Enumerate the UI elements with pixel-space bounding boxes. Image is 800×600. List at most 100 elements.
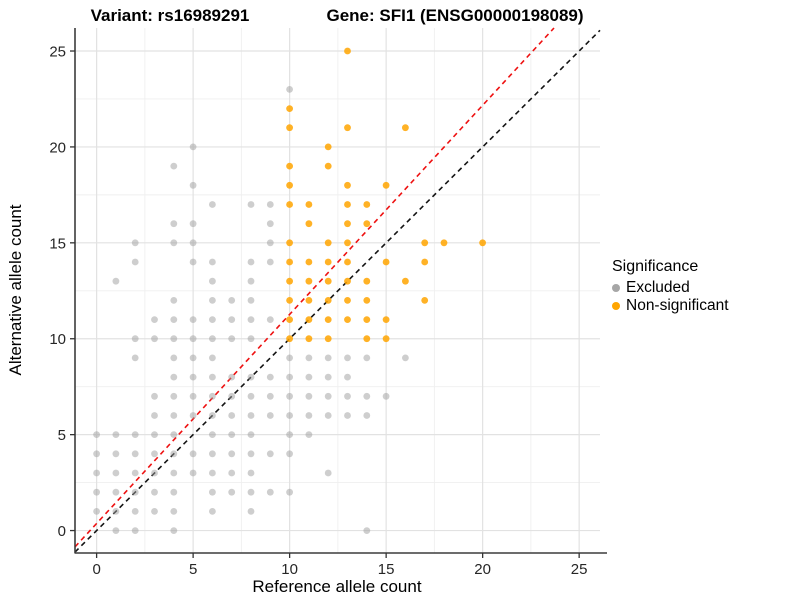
axes: 0 5 10 15 20 25 0 5 10 15 20 25 [49, 28, 607, 578]
data-point [440, 239, 448, 247]
data-point [189, 469, 197, 477]
data-point [209, 201, 216, 208]
data-point [170, 316, 178, 323]
data-point [247, 201, 255, 208]
data-point [286, 162, 293, 170]
data-point [209, 373, 216, 381]
data-point [266, 373, 274, 381]
data-point [112, 488, 120, 496]
data-point [305, 316, 313, 323]
data-point [93, 508, 100, 515]
data-point [151, 469, 158, 477]
data-point [247, 335, 255, 343]
data-point [402, 124, 409, 132]
data-point [286, 335, 293, 343]
y-tick-label: 10 [49, 331, 66, 348]
data-point [344, 181, 351, 189]
data-point [170, 220, 178, 228]
data-point [189, 392, 197, 400]
data-point [189, 143, 197, 151]
data-point [266, 239, 274, 247]
data-point [266, 412, 274, 419]
data-point [228, 392, 236, 400]
data-point [247, 373, 255, 381]
data-point [324, 335, 332, 343]
data-point [247, 412, 255, 419]
data-point [324, 469, 332, 477]
data-point [247, 258, 255, 266]
data-point [305, 354, 313, 362]
data-point [228, 469, 236, 477]
data-point [93, 431, 100, 438]
data-point [286, 124, 293, 132]
data-point [170, 239, 178, 247]
data-point [93, 450, 100, 458]
data-points [93, 47, 486, 534]
data-point [151, 450, 158, 458]
variant-title: Variant: rs16989291 [90, 6, 250, 25]
data-point [170, 508, 178, 515]
data-point [189, 335, 197, 343]
legend-item-non-significant: Non-significant [612, 297, 729, 315]
data-point [324, 277, 332, 285]
data-point [151, 488, 158, 496]
data-point [344, 354, 351, 362]
data-point [151, 508, 158, 515]
data-point [266, 488, 274, 496]
data-point [286, 431, 293, 438]
expected-ratio-line [74, 27, 555, 548]
data-point [93, 469, 100, 477]
data-point [189, 220, 197, 228]
data-point [286, 316, 293, 323]
data-point [324, 354, 332, 362]
data-point [209, 258, 216, 266]
data-point [112, 508, 120, 515]
data-point [286, 181, 293, 189]
data-point [228, 431, 236, 438]
data-point [228, 488, 236, 496]
data-point [131, 431, 139, 438]
data-point [209, 277, 216, 285]
data-point [266, 201, 274, 208]
data-point [170, 162, 178, 170]
data-point [286, 258, 293, 266]
non-significant-dot-icon [612, 302, 620, 310]
data-point [382, 316, 390, 323]
data-point [286, 412, 293, 419]
data-point [209, 488, 216, 496]
data-point [170, 354, 178, 362]
data-point [344, 47, 351, 55]
data-point [170, 373, 178, 381]
data-point [382, 258, 390, 266]
legend-title: Significance [612, 258, 699, 275]
legend-item-label: Non-significant [626, 297, 729, 314]
data-point [382, 392, 390, 400]
x-axis-title: Reference allele count [252, 577, 421, 596]
data-point [324, 143, 332, 151]
gridlines [75, 28, 600, 553]
data-point [112, 431, 120, 438]
legend-item-excluded: Excluded [612, 279, 729, 297]
y-axis-title: Alternative allele count [6, 204, 25, 375]
data-point [363, 527, 371, 534]
data-point [363, 297, 371, 304]
data-point [344, 412, 351, 419]
data-point [209, 316, 216, 323]
y-tick-label: 0 [58, 523, 66, 540]
data-point [305, 392, 313, 400]
y-tick-label: 25 [49, 44, 66, 61]
gene-title: Gene: SFI1 (ENSG00000198089) [326, 6, 584, 25]
data-point [228, 335, 236, 343]
data-point [112, 469, 120, 477]
data-point [189, 258, 197, 266]
data-point [189, 412, 197, 419]
data-point [344, 373, 351, 381]
data-point [247, 297, 255, 304]
data-point [382, 181, 390, 189]
data-point [286, 105, 293, 112]
data-point [189, 316, 197, 323]
excluded-dot-icon [612, 284, 620, 292]
excluded-points [93, 86, 409, 534]
data-point [286, 239, 293, 247]
data-point [151, 431, 158, 438]
